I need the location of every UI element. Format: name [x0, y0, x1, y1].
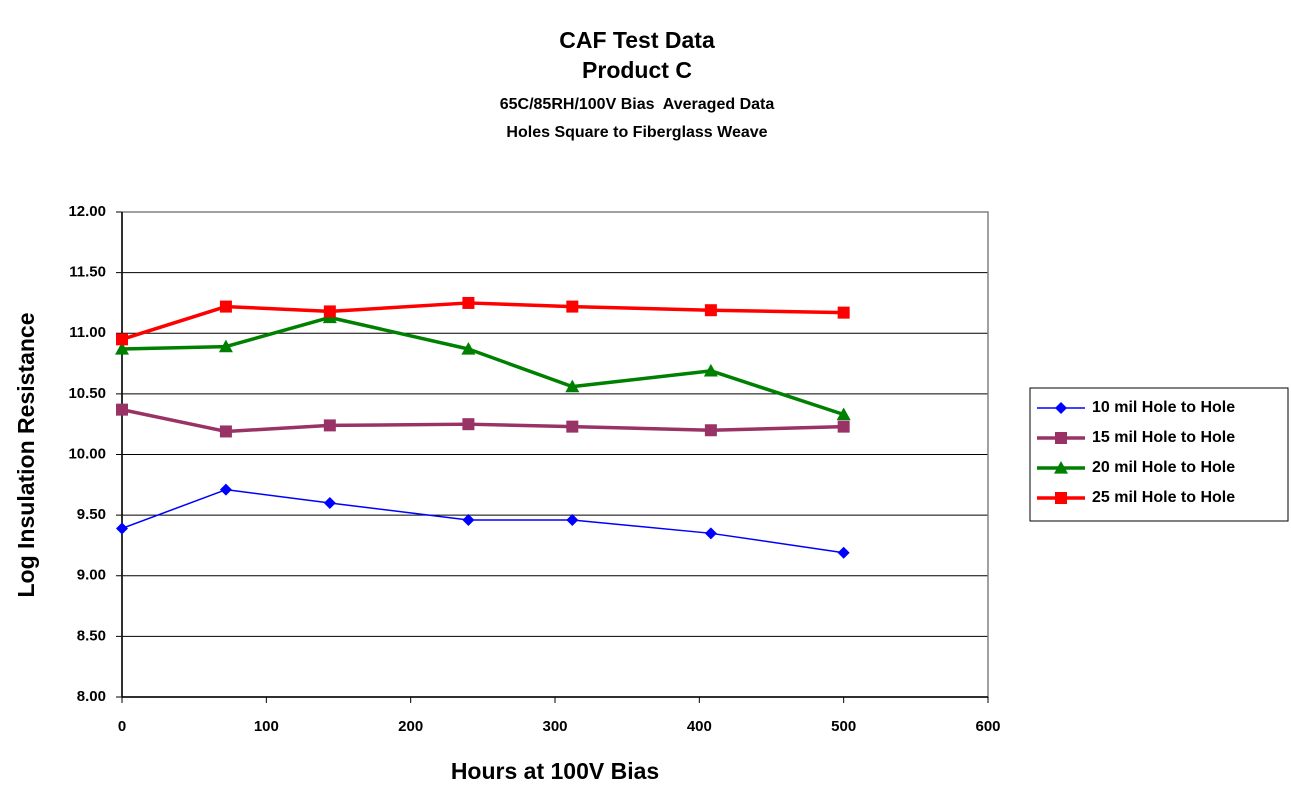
- marker: [836, 407, 851, 421]
- marker: [115, 342, 129, 355]
- marker: [116, 333, 128, 346]
- marker: [116, 522, 128, 535]
- x-tick-label: 600: [975, 718, 1000, 735]
- chart-subtitle: 65C/85RH/100V Bias Averaged Data: [500, 96, 775, 113]
- chart-title: CAF Test Data: [559, 27, 715, 53]
- y-tick-label: 11.00: [69, 324, 106, 341]
- y-tick-label: 10.00: [68, 445, 106, 462]
- y-tick-label: 11.50: [69, 264, 106, 281]
- marker: [323, 419, 336, 432]
- marker: [219, 425, 232, 438]
- y-tick-label: 9.00: [77, 567, 106, 584]
- marker: [704, 424, 717, 437]
- legend-label: 15 mil Hole to Hole: [1092, 429, 1235, 446]
- series-line: [121, 315, 845, 417]
- legend-label: 10 mil Hole to Hole: [1092, 399, 1235, 416]
- marker: [323, 497, 336, 509]
- x-tick-label: 0: [118, 718, 126, 735]
- marker: [461, 342, 476, 355]
- y-tick-label: 12.00: [68, 203, 106, 220]
- marker: [704, 527, 717, 540]
- marker: [837, 546, 850, 559]
- marker: [704, 304, 717, 317]
- x-tick-label: 500: [831, 718, 856, 735]
- marker: [218, 339, 233, 353]
- x-tick-label: 200: [398, 718, 423, 735]
- legend-label: 20 mil Hole to Hole: [1092, 459, 1235, 476]
- marker: [566, 513, 579, 526]
- y-tick-label: 8.50: [77, 627, 106, 644]
- chart-title: Product C: [582, 57, 692, 83]
- y-tick-label: 10.50: [68, 385, 106, 402]
- legend-marker: [1055, 492, 1067, 504]
- y-tick-label: 8.00: [77, 688, 106, 705]
- legend-label: 25 mil Hole to Hole: [1092, 489, 1235, 506]
- marker: [462, 513, 475, 526]
- x-tick-label: 100: [254, 718, 279, 735]
- marker: [116, 403, 128, 416]
- legend-marker: [1055, 432, 1067, 444]
- x-axis-label: Hours at 100V Bias: [451, 758, 659, 784]
- y-axis-label: Log Insulation Resistance: [13, 313, 39, 598]
- y-tick-label: 9.50: [77, 506, 106, 523]
- marker: [703, 363, 718, 377]
- marker: [219, 483, 232, 496]
- series-line: [121, 488, 844, 554]
- marker: [462, 296, 475, 309]
- marker: [566, 300, 579, 313]
- marker: [837, 420, 850, 433]
- legend-marker: [1055, 402, 1067, 414]
- x-tick-label: 400: [687, 718, 712, 735]
- marker: [462, 418, 475, 431]
- marker: [323, 305, 336, 318]
- marker: [566, 420, 579, 433]
- marker: [219, 300, 232, 313]
- marker: [837, 306, 850, 319]
- x-tick-label: 300: [542, 718, 567, 735]
- legend-marker: [1054, 461, 1068, 474]
- chart-subtitle: Holes Square to Fiberglass Weave: [506, 124, 767, 141]
- marker: [565, 379, 580, 393]
